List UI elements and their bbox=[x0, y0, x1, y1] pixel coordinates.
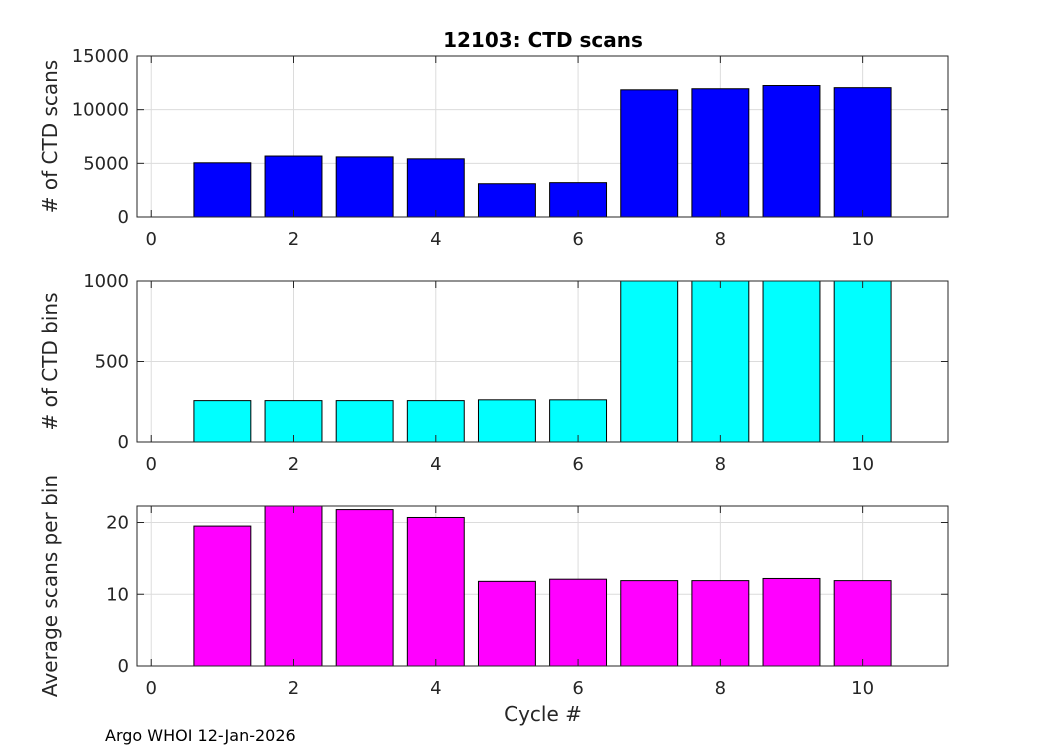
bar-cycle-9 bbox=[762, 85, 821, 218]
panel-ctd-bins: 0 2 4 6 8 10 0 500 1000 # of CTD bins bbox=[38, 271, 949, 475]
x-tick-label: 0 bbox=[146, 678, 157, 699]
y-tick-label: 5000 bbox=[83, 153, 129, 174]
figure-title: 12103: CTD scans bbox=[443, 28, 643, 52]
x-tick-label: 8 bbox=[715, 678, 726, 699]
y-axis-label: Average scans per bin bbox=[38, 475, 62, 697]
x-tick-label: 0 bbox=[146, 454, 157, 475]
bar-cycle-8 bbox=[691, 88, 750, 218]
panel-average-scans-per-bin: 0 2 4 6 8 10 0 10 20 Average scans per bin bbox=[38, 475, 949, 699]
bar-cycle-4 bbox=[406, 158, 465, 218]
x-tick-label: 10 bbox=[851, 678, 874, 699]
bar-cycle-10 bbox=[833, 280, 892, 443]
y-tick-label: 0 bbox=[118, 656, 129, 677]
bar-cycle-6 bbox=[549, 399, 608, 443]
bar-cycle-3 bbox=[335, 156, 394, 218]
bar-cycle-5 bbox=[477, 399, 536, 443]
y-axis-label: # of CTD bins bbox=[38, 292, 62, 430]
bar-cycle-7 bbox=[620, 280, 679, 443]
x-tick-label: 6 bbox=[572, 678, 583, 699]
axes-box bbox=[136, 505, 949, 667]
x-tick-label: 0 bbox=[146, 229, 157, 250]
panel-ctd-scans: 0 2 4 6 8 10 0 5000 10000 15000 # of CTD scans bbox=[38, 46, 949, 250]
bar-cycle-9 bbox=[762, 577, 821, 667]
bar-cycle-5 bbox=[477, 580, 536, 667]
x-tick-label: 10 bbox=[851, 454, 874, 475]
bar-cycle-8 bbox=[691, 280, 750, 443]
bar-cycle-1 bbox=[193, 525, 252, 667]
x-tick-label: 2 bbox=[288, 678, 299, 699]
bar-cycle-10 bbox=[833, 580, 892, 667]
bar-cycle-8 bbox=[691, 580, 750, 667]
x-tick-label: 4 bbox=[430, 229, 441, 250]
y-tick-label: 500 bbox=[95, 352, 129, 373]
bar-cycle-9 bbox=[762, 280, 821, 443]
bar-cycle-3 bbox=[335, 400, 394, 443]
y-tick-label: 0 bbox=[118, 207, 129, 228]
bar-cycle-6 bbox=[549, 578, 608, 667]
x-tick-label: 6 bbox=[572, 229, 583, 250]
bar-cycle-4 bbox=[406, 516, 465, 667]
x-tick-label: 2 bbox=[288, 454, 299, 475]
y-tick-label: 0 bbox=[118, 432, 129, 453]
bar-cycle-1 bbox=[193, 400, 252, 443]
y-tick-label: 10000 bbox=[72, 100, 129, 121]
x-tick-label: 10 bbox=[851, 229, 874, 250]
x-tick-label: 6 bbox=[572, 454, 583, 475]
x-tick-label: 4 bbox=[430, 678, 441, 699]
y-tick-label: 20 bbox=[106, 513, 129, 534]
y-tick-label: 1000 bbox=[83, 271, 129, 292]
bar-cycle-2 bbox=[264, 155, 323, 218]
bar-cycle-10 bbox=[833, 87, 892, 218]
x-tick-label: 4 bbox=[430, 454, 441, 475]
bar-cycle-7 bbox=[620, 580, 679, 667]
y-tick-label: 15000 bbox=[72, 46, 129, 67]
bar-cycle-7 bbox=[620, 89, 679, 218]
x-tick-label: 8 bbox=[715, 454, 726, 475]
bar-cycle-1 bbox=[193, 162, 252, 218]
bar-cycle-5 bbox=[477, 183, 536, 218]
y-axis-label: # of CTD scans bbox=[38, 60, 62, 213]
bar-cycle-2 bbox=[264, 505, 323, 667]
bar-cycle-3 bbox=[335, 509, 394, 667]
y-tick-label: 10 bbox=[106, 584, 129, 605]
x-axis-label: Cycle # bbox=[504, 702, 582, 726]
x-tick-label: 8 bbox=[715, 229, 726, 250]
x-tick-label: 2 bbox=[288, 229, 299, 250]
footer-credit: Argo WHOI 12-Jan-2026 bbox=[105, 726, 296, 745]
axes-box bbox=[136, 55, 949, 218]
